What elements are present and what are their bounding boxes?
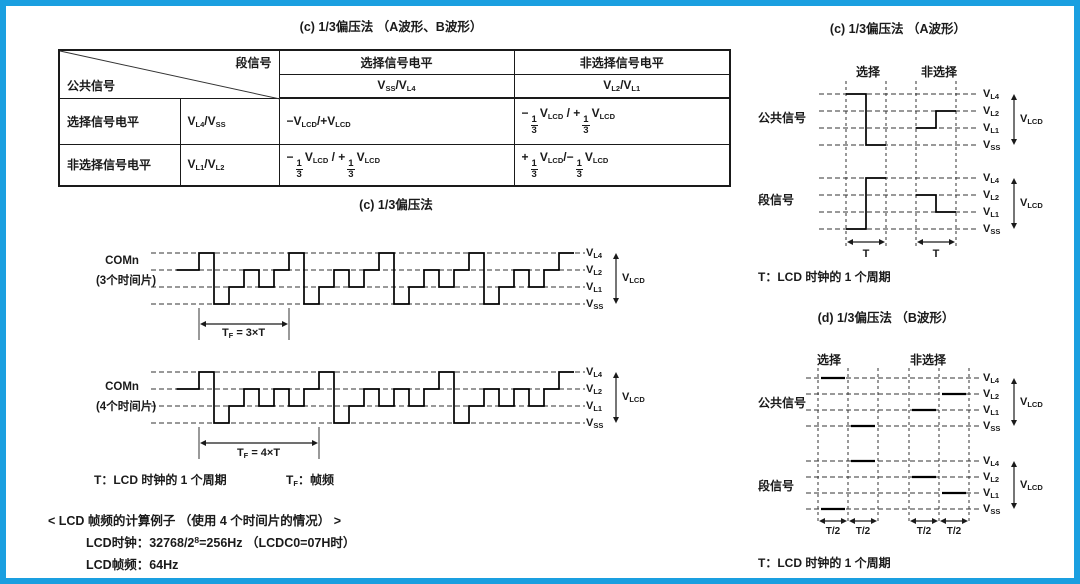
vlcd-label: VLCD bbox=[622, 272, 645, 285]
panel-a-nonselect-label: 非选择 bbox=[920, 65, 957, 79]
level-label: VL2 bbox=[983, 471, 1000, 484]
col-subheader-nonselect: VL2/VL1 bbox=[513, 73, 731, 99]
t-half-period-label: T/2 bbox=[946, 526, 962, 537]
col-header-select: 选择信号电平 bbox=[278, 49, 515, 75]
panel-a-title: (c) 1/3偏压法 （A波形） bbox=[829, 22, 967, 36]
level-label: VL4 bbox=[586, 247, 603, 260]
example-lcd-frame-rate: LCD帧频：64Hz bbox=[86, 558, 179, 572]
vlcd-label: VLCD bbox=[1020, 113, 1043, 126]
panel-b-title: (d) 1/3偏压法 （B波形） bbox=[817, 311, 955, 325]
level-label: VSS bbox=[586, 417, 604, 430]
panel-a-select-label: 选择 bbox=[855, 65, 880, 79]
cell-select-select: −VLCD/+VLCD bbox=[278, 97, 515, 145]
panel-b-select-label: 选择 bbox=[816, 353, 841, 367]
panel-b-nonselect-label: 非选择 bbox=[909, 353, 946, 367]
level-label: VL4 bbox=[983, 372, 1000, 385]
row-label-select-level: 选择信号电平 bbox=[58, 97, 181, 145]
level-label: VL2 bbox=[983, 388, 1000, 401]
level-label: VL2 bbox=[983, 105, 1000, 118]
cell-nonselect-nonselect: +1 3 VLCD/− 1 3 VLCD bbox=[513, 143, 731, 187]
col-header-nonselect: 非选择信号电平 bbox=[513, 49, 731, 75]
panel-a-caption: T：LCD 时钟的 1 个周期 bbox=[758, 270, 891, 284]
level-label: VSS bbox=[983, 503, 1001, 516]
vlcd-label: VLCD bbox=[622, 391, 645, 404]
cell-select-nonselect: −1 3 VLCD / +1 3 VLCD bbox=[513, 97, 731, 145]
t-period-label: T bbox=[932, 248, 940, 260]
level-label: VL4 bbox=[983, 172, 1000, 185]
example-lcd-clock: LCD时钟：32768/28=256Hz （LCDC0=07H时） bbox=[86, 535, 356, 550]
com3-frame-period-label: TF = 3×T bbox=[221, 327, 266, 340]
level-label: VL1 bbox=[586, 400, 603, 413]
level-label: VL4 bbox=[586, 366, 603, 379]
caption-tf-frame-rate: TF：帧频 bbox=[286, 473, 334, 488]
row-signal-nonselect-level: VL1/VL2 bbox=[179, 143, 280, 187]
com4-sublabel: (4个时间片) bbox=[95, 401, 157, 413]
level-label: VL2 bbox=[586, 264, 603, 277]
level-label: VL2 bbox=[983, 189, 1000, 202]
com4-frame-period-label: TF = 4×T bbox=[236, 447, 281, 460]
com3-sublabel: (3个时间片) bbox=[95, 275, 157, 287]
vlcd-label: VLCD bbox=[1020, 197, 1043, 210]
level-label: VL4 bbox=[983, 88, 1000, 101]
t-half-period-label: T/2 bbox=[916, 526, 932, 537]
level-label: VSS bbox=[983, 139, 1001, 152]
caption-t-period: T：LCD 时钟的 1 个周期 bbox=[94, 473, 227, 487]
col-subheader-select: VSS/VL4 bbox=[278, 73, 515, 99]
panel-b-common-signal-label: 公共信号 bbox=[758, 396, 807, 410]
level-label: VSS bbox=[983, 223, 1001, 236]
t-half-period-label: T/2 bbox=[825, 526, 841, 537]
panel-b-segment-signal-label: 段信号 bbox=[758, 479, 795, 493]
vlcd-label: VLCD bbox=[1020, 396, 1043, 409]
com4-label: COMn bbox=[105, 381, 139, 393]
com4-waveform bbox=[151, 371, 619, 459]
row-label-nonselect-level: 非选择信号电平 bbox=[58, 143, 181, 187]
com3-waveform bbox=[151, 252, 619, 340]
vlcd-label: VLCD bbox=[1020, 479, 1043, 492]
level-label: VSS bbox=[983, 420, 1001, 433]
com3-label: COMn bbox=[105, 255, 139, 267]
panel-a-segment-signal-label: 段信号 bbox=[758, 193, 795, 207]
level-label: VL1 bbox=[983, 487, 1000, 500]
corner-label-common-signal: 公共信号 bbox=[67, 78, 116, 93]
level-label: VSS bbox=[586, 298, 604, 311]
level-label: VL4 bbox=[983, 455, 1000, 468]
t-period-label: T bbox=[862, 248, 870, 260]
level-label: VL1 bbox=[983, 404, 1000, 417]
diagonal-divider bbox=[59, 50, 281, 100]
level-label: VL1 bbox=[586, 281, 603, 294]
level-label: VL2 bbox=[586, 383, 603, 396]
panel-a-common-signal-label: 公共信号 bbox=[758, 111, 807, 125]
example-heading: < LCD 帧频的计算例子 （使用 4 个时间片的情况） > bbox=[48, 514, 342, 528]
corner-label-segment-signal: 段信号 bbox=[235, 56, 272, 70]
bias-level-table: 段信号 公共信号 选择信号电平 非选择信号电平 VSS/VL4 VL2/VL1 … bbox=[58, 49, 731, 187]
panel-b-waveform bbox=[806, 368, 1017, 524]
level-label: VL1 bbox=[983, 122, 1000, 135]
panel-a-waveform bbox=[819, 81, 1017, 248]
level-label: VL1 bbox=[983, 206, 1000, 219]
panel-b-caption: T：LCD 时钟的 1 个周期 bbox=[758, 556, 891, 570]
cell-nonselect-select: −1 3 VLCD / +1 3 VLCD bbox=[278, 143, 515, 187]
t-half-period-label: T/2 bbox=[855, 526, 871, 537]
table-title: (c) 1/3偏压法 （A波形、B波形） bbox=[299, 20, 483, 34]
diagram-title: (c) 1/3偏压法 bbox=[359, 198, 433, 212]
table-corner-cell: 段信号 公共信号 bbox=[58, 49, 281, 100]
row-signal-select-level: VL4/VSS bbox=[179, 97, 280, 145]
